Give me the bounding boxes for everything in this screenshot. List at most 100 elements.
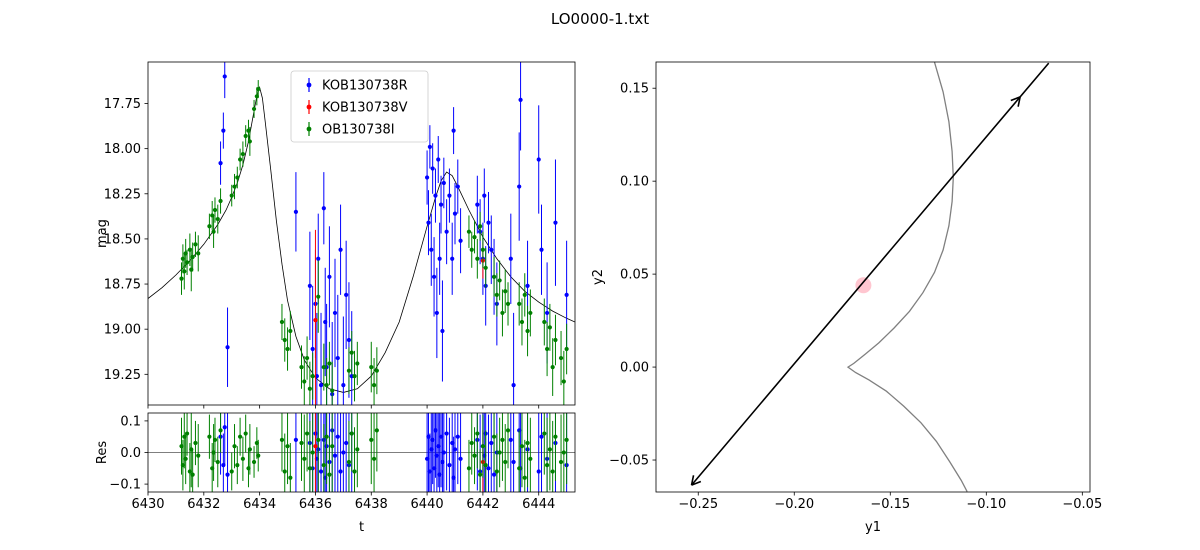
residual-point (232, 444, 237, 449)
data-point (282, 337, 287, 343)
data-point (344, 292, 349, 297)
residual-point (207, 434, 212, 439)
mag-tick-label: 18.75 (104, 278, 141, 293)
residual-point (251, 459, 257, 465)
data-point (475, 256, 480, 261)
data-point (458, 238, 463, 243)
residual-point (564, 437, 569, 442)
residual-point (558, 459, 564, 465)
data-point (237, 157, 243, 162)
t-tick-label: 6432 (187, 497, 220, 512)
res-tick-label: 0.0 (120, 446, 141, 461)
data-point (430, 166, 435, 171)
data-point (489, 247, 494, 252)
residual-point (313, 444, 318, 449)
data-point (330, 388, 335, 393)
data-point (243, 133, 248, 139)
data-point (478, 224, 483, 229)
data-point (371, 383, 377, 388)
data-point (302, 379, 307, 384)
data-point (564, 292, 569, 297)
residual-point (324, 434, 329, 439)
data-point (455, 184, 460, 189)
data-point (447, 193, 452, 198)
residual-point (335, 434, 340, 439)
data-point (221, 128, 226, 133)
residual-point (293, 437, 299, 442)
caustic-plot-area (690, 62, 1050, 492)
data-point (179, 276, 184, 281)
data-point (332, 310, 338, 316)
data-point (450, 256, 455, 261)
data-point (544, 310, 550, 316)
y1-tick-label: −0.15 (870, 497, 910, 512)
data-point (494, 292, 499, 297)
data-point (519, 319, 525, 325)
data-point (564, 346, 569, 352)
data-point (482, 193, 487, 198)
residual-point (288, 475, 293, 480)
residual-point (307, 466, 312, 471)
data-point (318, 383, 324, 388)
data-point (469, 247, 474, 252)
data-point (193, 242, 198, 247)
data-point (440, 328, 445, 334)
residual-point (196, 453, 201, 458)
trajectory-arrowhead (1017, 96, 1021, 107)
residual-point (237, 434, 243, 439)
data-point (424, 175, 430, 180)
data-point (218, 198, 223, 204)
t-tick-label: 6436 (299, 497, 332, 512)
data-point (434, 310, 439, 316)
data-point (327, 361, 332, 366)
residual-point (222, 425, 227, 430)
residual-point (489, 440, 494, 446)
data-point (369, 364, 374, 370)
axes-frame (147, 61, 576, 406)
data-point (511, 383, 516, 388)
data-point (542, 319, 547, 325)
data-point (475, 202, 480, 207)
data-point (517, 184, 522, 189)
data-point (553, 337, 558, 343)
data-point (307, 283, 312, 288)
data-point (229, 193, 234, 198)
trajectory-arrowhead (1010, 96, 1021, 102)
data-point (352, 374, 357, 379)
data-point (431, 274, 437, 279)
residual-point (247, 447, 252, 452)
residual-point (547, 447, 552, 452)
residual-plot-area (148, 413, 575, 492)
data-point (452, 211, 458, 216)
data-point (346, 368, 352, 373)
data-point (536, 157, 541, 162)
legend-label: KOB130738R (322, 79, 408, 94)
y2-tick-label: 0.05 (620, 268, 649, 283)
lightcurve-plot-area (148, 62, 575, 405)
data-point (522, 292, 527, 297)
mag-tick-label: 18.50 (104, 232, 141, 247)
data-point (525, 328, 530, 334)
residual-point (491, 434, 497, 439)
y1-tick-label: −0.20 (774, 497, 814, 512)
data-point (313, 318, 318, 323)
residual-point (525, 440, 530, 446)
y-axis-label-res: Res (95, 441, 110, 464)
data-point (316, 294, 321, 299)
residual-point (455, 434, 460, 439)
t-tick-label: 6434 (243, 497, 276, 512)
res-tick-label: −0.1 (109, 478, 141, 493)
data-point (451, 128, 456, 133)
y2-tick-label: 0.10 (620, 175, 649, 190)
data-point (240, 151, 245, 157)
data-point (483, 265, 488, 270)
axes-frame (655, 61, 1091, 493)
residual-point (469, 440, 474, 446)
data-point (518, 97, 523, 103)
data-point (299, 364, 304, 370)
y-axis-label-y2: y2 (591, 269, 606, 285)
data-point (480, 247, 486, 252)
residual-point (458, 456, 463, 461)
residual-point (508, 437, 513, 442)
